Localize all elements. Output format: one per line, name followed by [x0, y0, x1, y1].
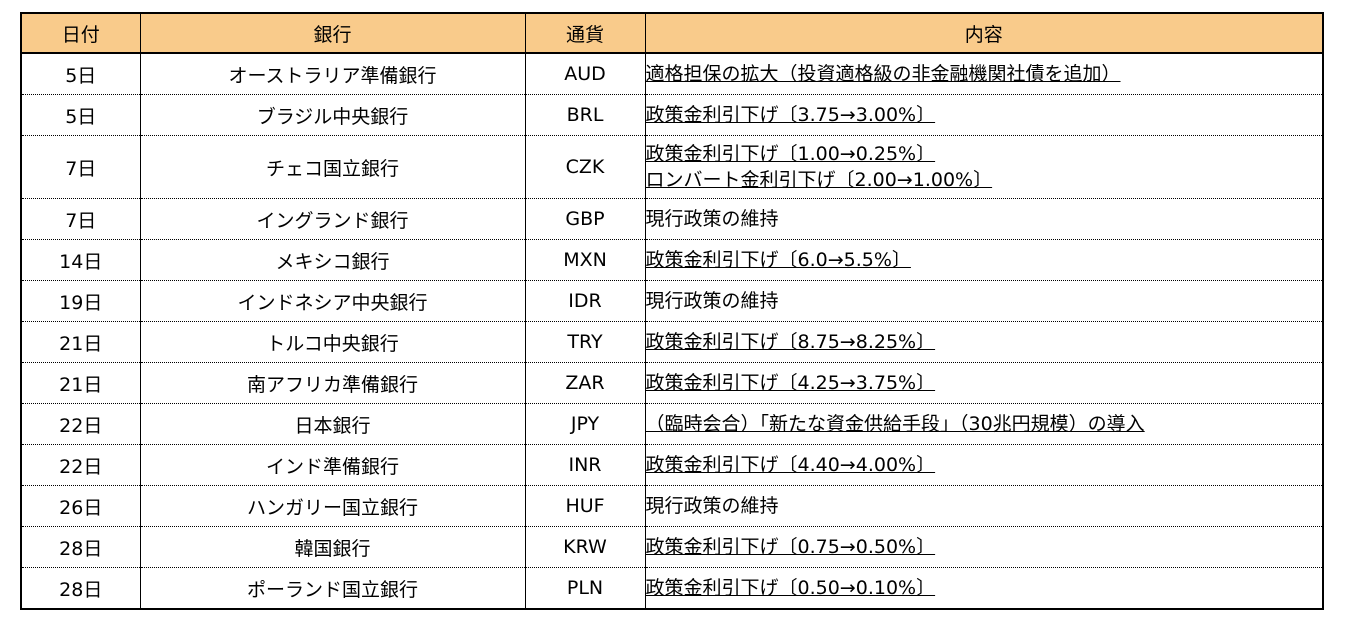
- table-row: 14日 メキシコ銀行 MXN 政策金利引下げ〔6.0→5.5%〕: [20, 239, 1324, 281]
- currency-cell: BRL: [524, 94, 646, 136]
- bank-cell: トルコ中央銀行: [139, 321, 526, 363]
- currency-cell: CZK: [524, 135, 646, 199]
- content-link[interactable]: 政策金利引下げ〔0.75→0.50%〕: [645, 536, 936, 558]
- date-cell: 28日: [20, 526, 141, 568]
- content-link[interactable]: 政策金利引下げ〔4.40→4.00%〕: [645, 454, 936, 476]
- table-body: 5日 オーストラリア準備銀行 AUD 適格担保の拡大（投資適格級の非金融機関社債を追加…: [20, 53, 1324, 610]
- date-cell: 7日: [20, 198, 141, 240]
- currency-cell: INR: [524, 444, 646, 486]
- content-cell: 政策金利引下げ〔8.75→8.25%〕: [644, 321, 1324, 363]
- bank-cell: ハンガリー国立銀行: [139, 485, 526, 527]
- date-cell: 5日: [20, 53, 141, 95]
- header-row: 日付 銀行 通貨 内容: [20, 13, 1324, 54]
- content-text: 現行政策の維持: [645, 208, 779, 230]
- date-cell: 14日: [20, 239, 141, 281]
- bank-cell: ブラジル中央銀行: [139, 94, 526, 136]
- content-link[interactable]: 政策金利引下げ〔4.25→3.75%〕: [645, 372, 936, 394]
- bank-cell: チェコ国立銀行: [139, 135, 526, 199]
- content-link[interactable]: 政策金利引下げ〔3.75→3.00%〕: [645, 104, 936, 126]
- currency-cell: JPY: [524, 403, 646, 445]
- date-cell: 7日: [20, 135, 141, 199]
- currency-cell: IDR: [524, 280, 646, 322]
- content-cell: 政策金利引下げ〔0.75→0.50%〕: [644, 526, 1324, 568]
- header-currency: 通貨: [524, 13, 646, 54]
- content-cell: 政策金利引下げ〔1.00→0.25%〕ロンバート金利引下げ〔2.00→1.00%…: [644, 135, 1324, 199]
- content-cell: 現行政策の維持: [644, 485, 1324, 527]
- table-row: 28日 ポーランド国立銀行 PLN 政策金利引下げ〔0.50→0.10%〕: [20, 567, 1324, 610]
- bank-cell: 韓国銀行: [139, 526, 526, 568]
- table-row: 28日 韓国銀行 KRW 政策金利引下げ〔0.75→0.50%〕: [20, 526, 1324, 568]
- bank-cell: 南アフリカ準備銀行: [139, 362, 526, 404]
- date-cell: 22日: [20, 403, 141, 445]
- currency-cell: PLN: [524, 567, 646, 610]
- table-row: 22日 日本銀行 JPY （臨時会合）「新たな資金供給手段」（30兆円規模）の導入: [20, 403, 1324, 445]
- content-cell: 政策金利引下げ〔4.25→3.75%〕: [644, 362, 1324, 404]
- bank-cell: オーストラリア準備銀行: [139, 53, 526, 95]
- bank-cell: ポーランド国立銀行: [139, 567, 526, 610]
- table-row: 21日 トルコ中央銀行 TRY 政策金利引下げ〔8.75→8.25%〕: [20, 321, 1324, 363]
- content-link[interactable]: 適格担保の拡大（投資適格級の非金融機関社債を追加）: [645, 63, 1121, 85]
- content-text: 現行政策の維持: [645, 495, 779, 517]
- table-row: 22日 インド準備銀行 INR 政策金利引下げ〔4.40→4.00%〕: [20, 444, 1324, 486]
- currency-cell: AUD: [524, 53, 646, 95]
- content-cell: 政策金利引下げ〔3.75→3.00%〕: [644, 94, 1324, 136]
- header-bank: 銀行: [139, 13, 526, 54]
- content-cell: 政策金利引下げ〔6.0→5.5%〕: [644, 239, 1324, 281]
- bank-cell: メキシコ銀行: [139, 239, 526, 281]
- content-cell: 政策金利引下げ〔4.40→4.00%〕: [644, 444, 1324, 486]
- bank-cell: インド準備銀行: [139, 444, 526, 486]
- date-cell: 21日: [20, 321, 141, 363]
- date-cell: 19日: [20, 280, 141, 322]
- currency-cell: GBP: [524, 198, 646, 240]
- bank-cell: インドネシア中央銀行: [139, 280, 526, 322]
- table-row: 26日 ハンガリー国立銀行 HUF 現行政策の維持: [20, 485, 1324, 527]
- content-cell: 政策金利引下げ〔0.50→0.10%〕: [644, 567, 1324, 610]
- date-cell: 28日: [20, 567, 141, 610]
- currency-cell: ZAR: [524, 362, 646, 404]
- table-row: 21日 南アフリカ準備銀行 ZAR 政策金利引下げ〔4.25→3.75%〕: [20, 362, 1324, 404]
- content-link[interactable]: 政策金利引下げ〔1.00→0.25%〕: [645, 143, 936, 165]
- content-cell: 現行政策の維持: [644, 198, 1324, 240]
- currency-cell: MXN: [524, 239, 646, 281]
- header-content: 内容: [644, 13, 1324, 54]
- table-row: 7日 イングランド銀行 GBP 現行政策の維持: [20, 198, 1324, 240]
- content-link[interactable]: 政策金利引下げ〔6.0→5.5%〕: [645, 249, 911, 271]
- content-link[interactable]: 政策金利引下げ〔8.75→8.25%〕: [645, 331, 936, 353]
- content-cell: （臨時会合）「新たな資金供給手段」（30兆円規模）の導入: [644, 403, 1324, 445]
- header-date: 日付: [20, 13, 141, 54]
- table-row: 5日 オーストラリア準備銀行 AUD 適格担保の拡大（投資適格級の非金融機関社債を追加…: [20, 53, 1324, 95]
- currency-cell: KRW: [524, 526, 646, 568]
- content-link[interactable]: （臨時会合）「新たな資金供給手段」（30兆円規模）の導入: [645, 413, 1145, 435]
- date-cell: 22日: [20, 444, 141, 486]
- content-text: 現行政策の維持: [645, 290, 779, 312]
- table-row: 19日 インドネシア中央銀行 IDR 現行政策の維持: [20, 280, 1324, 322]
- currency-cell: TRY: [524, 321, 646, 363]
- table-row: 5日 ブラジル中央銀行 BRL 政策金利引下げ〔3.75→3.00%〕: [20, 94, 1324, 136]
- date-cell: 26日: [20, 485, 141, 527]
- content-link[interactable]: ロンバート金利引下げ〔2.00→1.00%〕: [645, 169, 993, 191]
- date-cell: 5日: [20, 94, 141, 136]
- content-cell: 現行政策の維持: [644, 280, 1324, 322]
- content-link[interactable]: 政策金利引下げ〔0.50→0.10%〕: [645, 577, 936, 599]
- table-row: 7日 チェコ国立銀行 CZK 政策金利引下げ〔1.00→0.25%〕ロンバート金利引下…: [20, 135, 1324, 199]
- bank-cell: イングランド銀行: [139, 198, 526, 240]
- bank-cell: 日本銀行: [139, 403, 526, 445]
- date-cell: 21日: [20, 362, 141, 404]
- currency-cell: HUF: [524, 485, 646, 527]
- content-cell: 適格担保の拡大（投資適格級の非金融機関社債を追加）: [644, 53, 1324, 95]
- central-bank-policy-table: 日付 銀行 通貨 内容 5日 オーストラリア準備銀行 AUD 適格担保の拡大（投資適格…: [20, 12, 1324, 610]
